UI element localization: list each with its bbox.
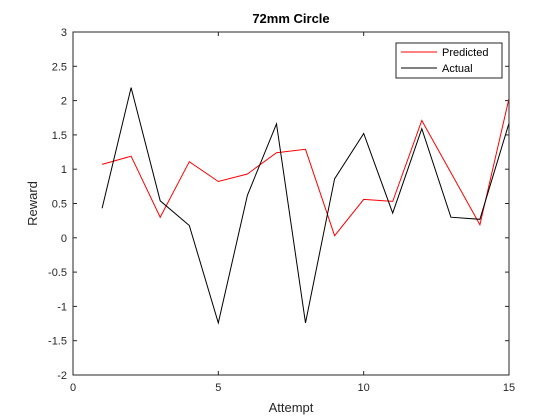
chart-title: 72mm Circle (252, 11, 329, 26)
x-tick-label: 10 (358, 382, 370, 394)
y-tick-label: 1 (61, 164, 67, 176)
x-tick-label: 0 (70, 382, 76, 394)
series-line-actual (101, 87, 510, 325)
y-tick-label: -0.5 (48, 267, 67, 279)
ticks-layer: 0 5 10 15 -2 -1.5 -1 -0.5 0 0.5 1 1.5 2 2.5 3 (48, 27, 515, 394)
axes-box (72, 31, 510, 376)
y-tick-label: 2.5 (52, 61, 67, 73)
plot-area (73, 32, 509, 375)
legend: Predicted Actual (395, 42, 503, 79)
y-tick-label: -1.5 (48, 336, 67, 348)
legend-label-predicted: Predicted (442, 47, 488, 59)
y-tick-label: 0.5 (52, 199, 67, 211)
y-axis-label: Reward (25, 181, 40, 226)
legend-box (395, 42, 503, 79)
y-tick-label: 3 (61, 27, 67, 39)
series-line-predicted (101, 98, 510, 237)
y-tick-label: -2 (57, 370, 67, 382)
y-tick-label: 0 (61, 233, 67, 245)
x-tick-label: 15 (503, 382, 515, 394)
y-tick-label: 2 (61, 96, 67, 108)
x-tick-label: 5 (215, 382, 221, 394)
x-axis-label: Attempt (269, 400, 314, 415)
lines-layer (101, 87, 510, 325)
y-tick-label: 1.5 (52, 130, 67, 142)
y-tick-label: -1 (57, 301, 67, 313)
legend-label-actual: Actual (442, 63, 473, 75)
